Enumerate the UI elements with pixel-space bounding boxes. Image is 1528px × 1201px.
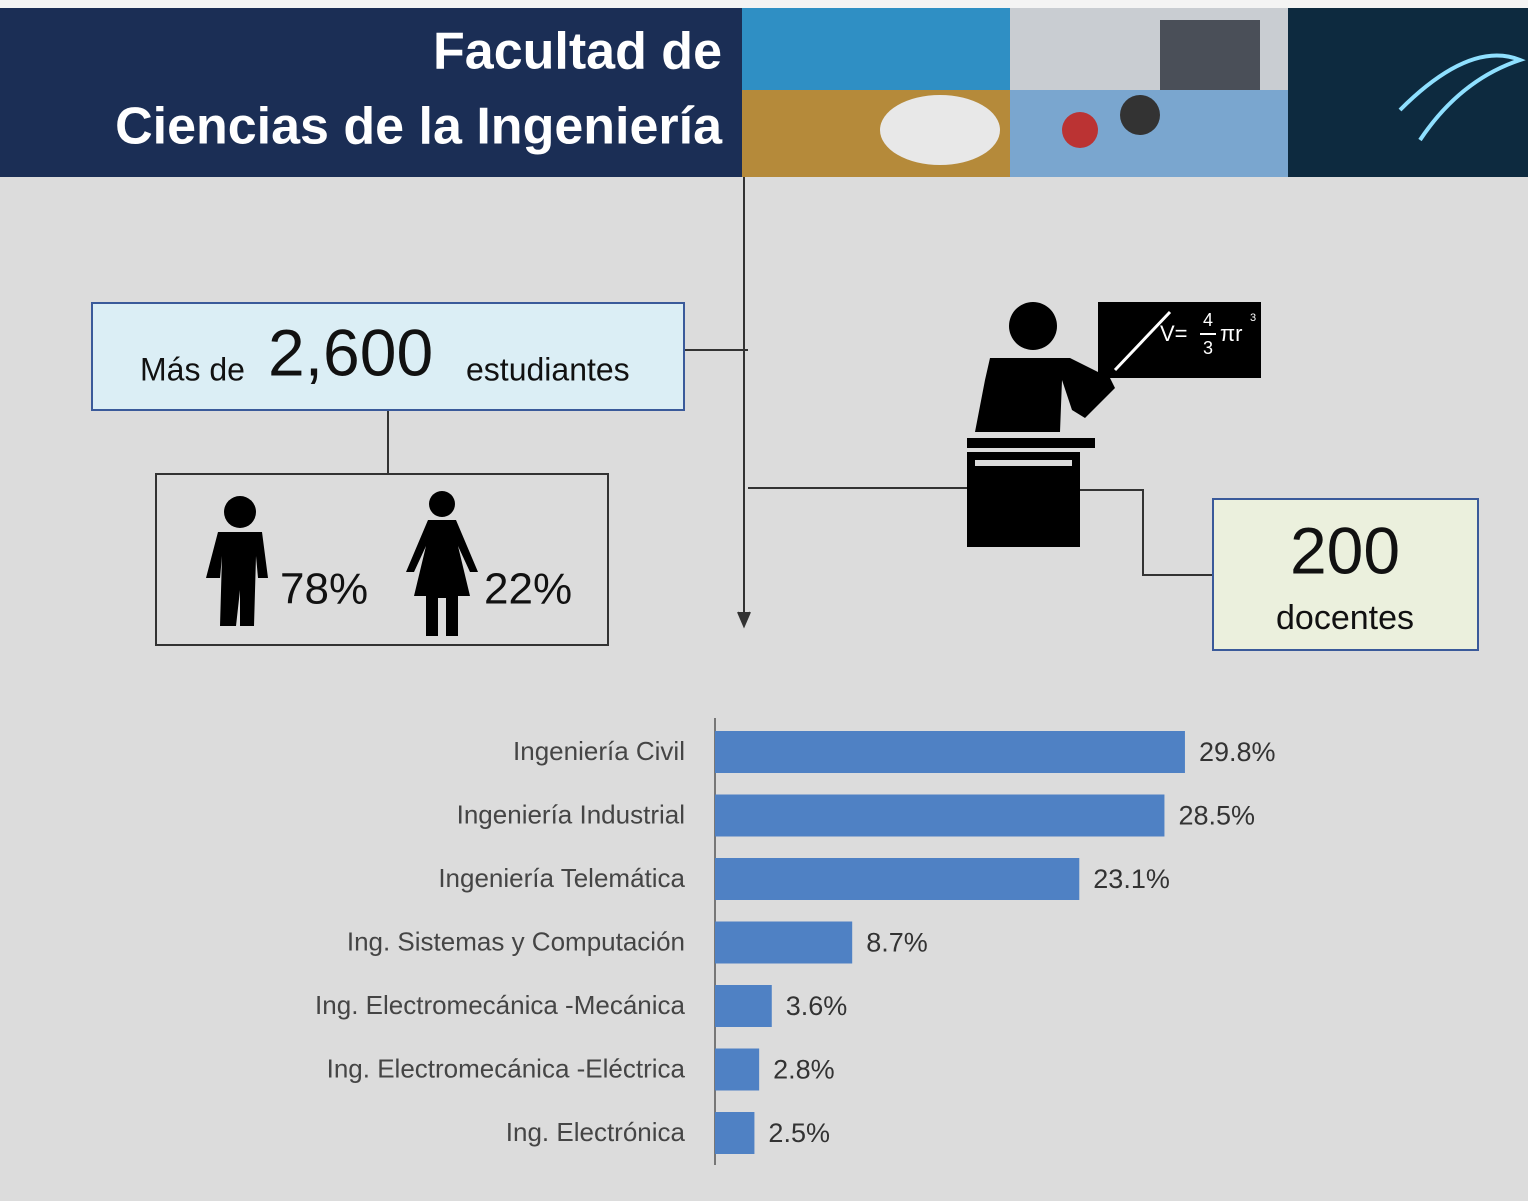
category-label: Ingeniería Telemática bbox=[438, 863, 685, 893]
teachers-label: docentes bbox=[1276, 599, 1414, 637]
teacher-head bbox=[1009, 302, 1057, 350]
top-strip bbox=[0, 0, 1528, 8]
infographic: Facultad de Ciencias de la Ingeniería Má… bbox=[0, 0, 1528, 1201]
bar bbox=[715, 922, 852, 964]
formula: πr bbox=[1220, 321, 1243, 346]
value-label: 23.1% bbox=[1093, 864, 1170, 894]
formula: 3 bbox=[1250, 312, 1256, 324]
desk bbox=[967, 452, 1080, 547]
category-label: Ingeniería Industrial bbox=[457, 799, 685, 829]
category-label: Ing. Electromecánica -Mecánica bbox=[315, 990, 685, 1020]
photo bbox=[1288, 8, 1528, 177]
male-percent: 78% bbox=[280, 565, 368, 614]
students-prefix: Más de bbox=[140, 351, 245, 387]
female-percent: 22% bbox=[484, 565, 572, 614]
category-label: Ingeniería Civil bbox=[513, 736, 685, 766]
header-title: Facultad de bbox=[433, 23, 722, 81]
category-label: Ing. Electromecánica -Eléctrica bbox=[327, 1053, 686, 1083]
value-label: 8.7% bbox=[866, 928, 928, 958]
photo bbox=[742, 8, 1010, 90]
formula: 4 bbox=[1203, 310, 1213, 330]
page: Facultad de Ciencias de la Ingeniería Má… bbox=[0, 0, 1528, 1201]
bar bbox=[715, 858, 1079, 900]
bar bbox=[715, 1112, 754, 1154]
bar bbox=[715, 1049, 759, 1091]
value-label: 2.5% bbox=[768, 1118, 830, 1148]
desk-detail bbox=[975, 460, 1072, 466]
bar bbox=[715, 731, 1185, 773]
value-label: 3.6% bbox=[786, 991, 848, 1021]
icon-head bbox=[224, 496, 256, 528]
students-count: 2,600 bbox=[268, 315, 433, 389]
header-title: Ciencias de la Ingeniería bbox=[115, 98, 723, 156]
category-label: Ing. Sistemas y Computación bbox=[347, 926, 685, 956]
bar bbox=[715, 985, 772, 1027]
photo-detail bbox=[1160, 20, 1260, 90]
category-label: Ing. Electrónica bbox=[506, 1117, 686, 1147]
value-label: 2.8% bbox=[773, 1055, 835, 1085]
photo-detail bbox=[1120, 95, 1160, 135]
formula: 3 bbox=[1203, 338, 1213, 358]
students-suffix: estudiantes bbox=[466, 351, 630, 387]
teachers-count: 200 bbox=[1290, 513, 1400, 587]
value-label: 29.8% bbox=[1199, 737, 1276, 767]
desk-top bbox=[967, 438, 1095, 448]
photo-detail bbox=[1062, 112, 1098, 148]
bar bbox=[715, 795, 1164, 837]
photo-detail bbox=[880, 95, 1000, 165]
header-photos bbox=[742, 8, 1528, 177]
value-label: 28.5% bbox=[1178, 801, 1255, 831]
formula: V= bbox=[1160, 321, 1188, 346]
icon-head bbox=[429, 491, 455, 517]
